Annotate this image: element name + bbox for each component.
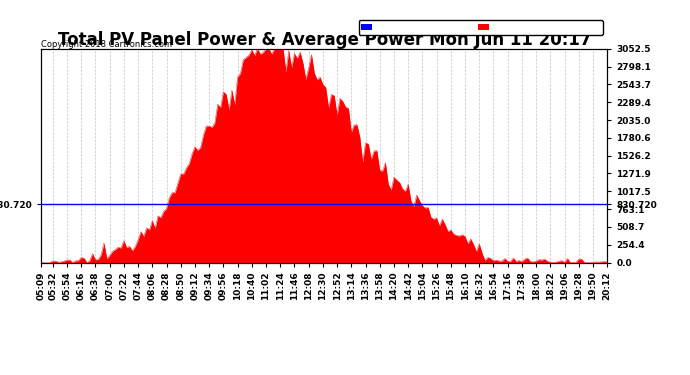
Text: Copyright 2018 Cartronics.com: Copyright 2018 Cartronics.com bbox=[41, 40, 172, 49]
Legend: Average (DC Watts), PV Panels (DC Watts): Average (DC Watts), PV Panels (DC Watts) bbox=[359, 20, 602, 34]
Title: Total PV Panel Power & Average Power Mon Jun 11 20:17: Total PV Panel Power & Average Power Mon… bbox=[57, 31, 591, 49]
